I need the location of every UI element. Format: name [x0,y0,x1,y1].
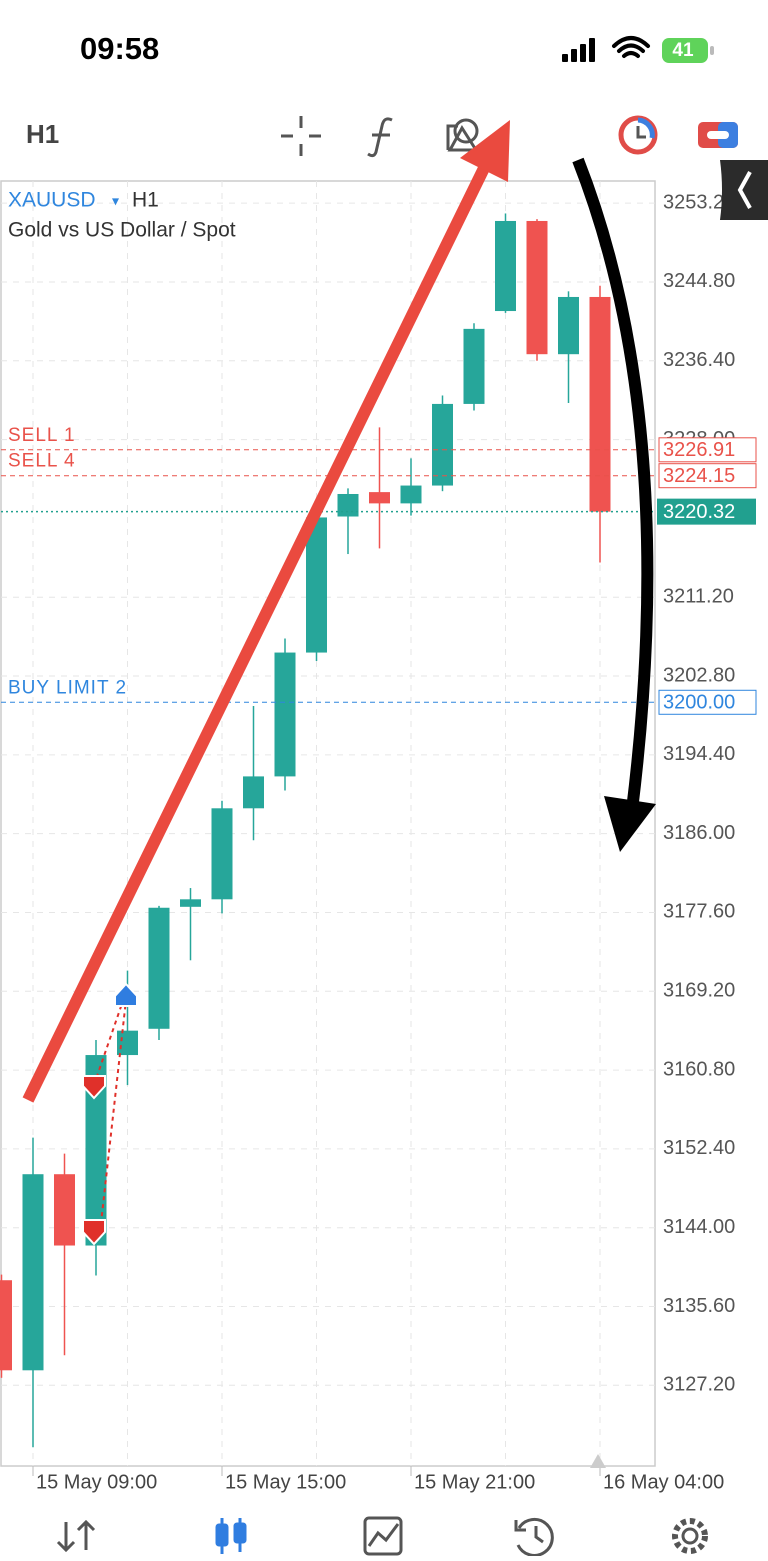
y-tick-label: 3144.00 [663,1216,735,1238]
crosshair-icon[interactable] [281,116,321,156]
candle-body [85,1055,107,1246]
symbol[interactable]: XAUUSD [8,189,96,212]
level-box [658,689,757,715]
y-tick-label: 3135.60 [663,1295,735,1317]
clock: 09:58 [80,31,159,66]
indicator-icon[interactable] [367,117,393,158]
battery-level: 41 [672,40,694,61]
level-price: 3224.15 [663,465,735,487]
candle-body [463,328,485,404]
candle-body [337,493,359,517]
timeframe-button[interactable]: H1 [26,119,59,149]
chart-timeframe: H1 [132,189,159,212]
collapse-tab[interactable] [720,160,768,220]
drawn-arrow-down-head [604,796,656,852]
candle-body [180,899,201,907]
sell-marker [82,1075,106,1100]
y-tick-label: 3202.80 [663,664,735,686]
candle-body [432,403,453,486]
candle-body [558,296,579,355]
y-tick-label: 3244.80 [663,270,735,292]
y-tick-label: 3236.40 [663,349,735,371]
nav-trade[interactable] [363,1516,403,1556]
y-tick-label: 3186.00 [663,822,735,844]
nav-quotes[interactable] [56,1519,96,1553]
nav-settings-hub [681,1527,699,1545]
y-tick-label: 3177.60 [663,901,735,923]
candle-body [495,220,516,312]
y-tick-label: 3253.20 [663,191,735,213]
collapse-chevron [737,171,752,209]
candle-body [400,485,422,504]
buy-marker [114,982,138,1007]
candle-body [117,1030,138,1056]
candle-body [148,907,170,1029]
objects-icon-circle [453,118,479,144]
shift-marker [590,1454,606,1468]
wifi-icon [612,36,650,58]
battery-tip [710,46,714,55]
candle-body [211,808,233,900]
x-tick-label: 15 May 09:00 [36,1471,157,1493]
level-price: 3226.91 [663,439,735,461]
y-tick-label: 3169.20 [663,980,735,1002]
y-tick-label: 3194.40 [663,743,735,765]
level-name: SELL 4 [8,451,76,472]
symbol-menu[interactable]: ▾ [112,193,119,209]
x-tick-label: 15 May 15:00 [225,1471,346,1493]
x-tick-label: 16 May 04:00 [603,1471,724,1493]
nav-chart[interactable] [215,1518,247,1554]
oneclick-icon-bar [707,131,729,139]
candle-body [274,652,296,777]
nav-settings[interactable] [672,1518,708,1554]
y-tick-label: 3127.20 [663,1374,735,1396]
level-name: BUY LIMIT 2 [8,677,127,698]
trade-icon[interactable] [618,115,658,155]
y-tick-label: 3152.40 [663,1137,735,1159]
battery-icon [662,38,708,63]
drawn-arrow-up-head [460,120,510,182]
current-price-box [657,498,756,525]
trade-link [93,991,127,1233]
current-price: 3220.32 [663,501,735,523]
candle-body [54,1174,75,1246]
candle-body [0,1280,12,1371]
drawn-arrow-down [572,157,654,811]
level-box [658,463,757,489]
y-tick-label: 3160.80 [663,1058,735,1080]
signal-icon [562,38,595,62]
level-price: 3200.00 [663,692,735,714]
nav-trade-line [367,1523,400,1547]
drawn-arrow-up [22,157,494,1103]
trade-icon-arc [637,117,655,139]
candle-body [243,776,264,809]
plot-frame [0,180,656,1467]
sell-marker [82,1219,106,1246]
candle-body [369,492,390,504]
level-name: SELL 1 [8,425,76,446]
candle-body [22,1174,44,1371]
candle-body [589,296,611,512]
y-tick-label: 3211.20 [663,585,734,607]
level-box [658,437,757,463]
x-tick-label: 15 May 21:00 [414,1471,535,1493]
candle-body [306,517,327,653]
chart-description: Gold vs US Dollar / Spot [8,219,236,242]
trade-icon-hand [636,126,646,139]
nav-history[interactable] [514,1517,554,1557]
chart: 3253.203244.803236.403228.003211.203202.… [0,181,757,1493]
candle-body [526,220,548,355]
